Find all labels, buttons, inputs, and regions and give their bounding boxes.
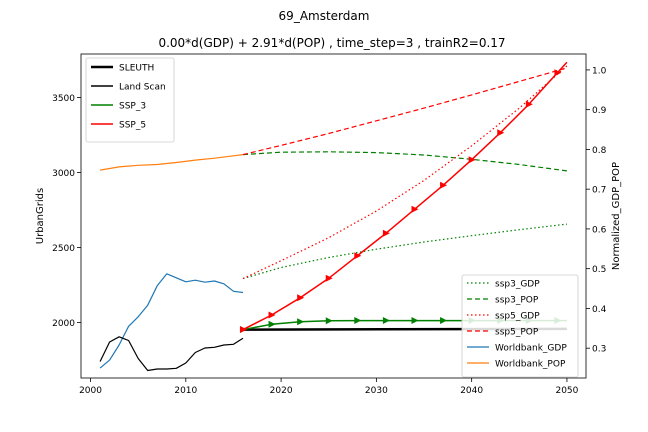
y-tick-label-left: 2000	[52, 319, 75, 329]
y-tick-label-right: 0.5	[592, 265, 606, 275]
series-line-ssp3-gdp	[242, 223, 567, 280]
y-tick-label-left: 3000	[52, 169, 75, 179]
data-point	[382, 229, 390, 237]
y-tick-label-right: 0.9	[592, 106, 607, 116]
legend-label: Land Scan	[119, 83, 166, 93]
legend-label: ssp3_POP	[495, 296, 539, 306]
series-line-worldbank-gdp	[99, 273, 244, 369]
x-tick-label: 2030	[365, 386, 388, 396]
series-line-ssp3-pop	[242, 151, 567, 172]
legend-label: ssp5_GDP	[495, 312, 540, 322]
data-point	[297, 294, 305, 302]
data-point	[411, 205, 419, 213]
y-tick-label-right: 0.8	[592, 146, 607, 156]
legend-label: Worldbank_GDP	[495, 344, 567, 354]
data-point	[382, 317, 390, 325]
legend-label: SLEUTH	[119, 64, 154, 74]
y-tick-label-right: 0.7	[592, 186, 606, 196]
x-tick-label: 2010	[174, 386, 197, 396]
series-line-ssp5-gdp	[242, 65, 568, 280]
data-point	[354, 317, 362, 325]
chart-title: 0.00*d(GDP) + 2.91*d(POP) , time_step=3 …	[158, 36, 505, 50]
legend-left-box	[85, 57, 175, 143]
data-point	[525, 100, 533, 108]
legend-label: ssp5_POP	[495, 328, 539, 338]
plot-frame	[80, 53, 587, 379]
data-point	[354, 252, 362, 260]
data-point	[411, 317, 419, 325]
data-point	[440, 181, 448, 189]
data-point	[268, 320, 276, 328]
series-line-worldbank-pop	[100, 154, 244, 171]
data-point	[325, 317, 333, 325]
series-line-ssp5-pop	[242, 67, 568, 156]
series-line-land-scan	[99, 336, 244, 372]
y-tick-label-left: 3500	[52, 94, 75, 104]
legend-label: SSP_3	[119, 102, 146, 112]
data-point	[297, 318, 305, 326]
chart-suptitle: 69_Amsterdam	[279, 9, 370, 23]
legend-right-box	[461, 274, 579, 378]
data-point	[325, 274, 333, 282]
x-tick-label: 2000	[79, 386, 102, 396]
y-tick-label-right: 0.6	[592, 225, 607, 235]
legend-label: ssp3_GDP	[495, 280, 540, 290]
y-tick-label-right: 0.4	[592, 305, 607, 315]
data-point	[554, 69, 562, 77]
y-axis-label-left: UrbanGrids	[35, 188, 46, 244]
y-axis-label-right: Normalized_GDP_POP	[611, 162, 622, 270]
data-point	[440, 317, 448, 325]
legend-label: Worldbank_POP	[495, 360, 566, 370]
data-point	[268, 311, 276, 319]
data-point	[468, 156, 476, 164]
x-tick-label: 2040	[460, 386, 483, 396]
y-tick-label-right: 1.0	[592, 66, 607, 76]
x-tick-label: 2020	[270, 386, 293, 396]
y-tick-label-left: 2500	[52, 244, 75, 254]
data-point	[239, 326, 247, 334]
data-point	[497, 129, 505, 137]
y-tick-label-right: 0.3	[592, 345, 606, 355]
legend-label: SSP_5	[119, 121, 146, 131]
x-tick-label: 2050	[555, 386, 578, 396]
plot-area: 2000 2010 2020 2030 2040 2050 2000 2500 3000 3500…	[52, 53, 607, 396]
